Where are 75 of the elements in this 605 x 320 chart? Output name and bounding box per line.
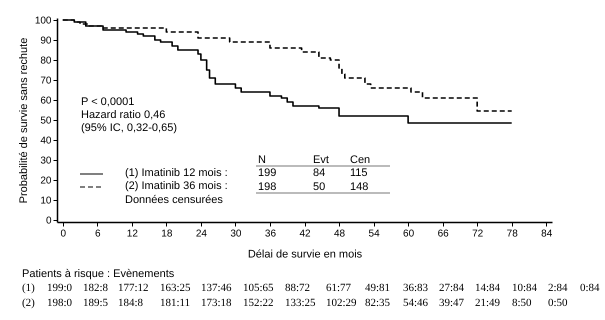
annotation: N: [258, 154, 266, 166]
x-tick-label: 24: [196, 228, 208, 240]
x-tick-label: 30: [230, 228, 242, 240]
text: 198:0: [47, 297, 73, 309]
text: 88:72: [285, 282, 310, 294]
annotation: Cen: [350, 154, 370, 166]
text: 0:50: [548, 297, 568, 309]
y-tick-label: 20: [40, 176, 52, 186]
y-tick-label: 80: [40, 56, 52, 66]
annotation: 198: [258, 181, 276, 193]
text: 177:12: [118, 282, 149, 294]
annotation: Hazard ratio 0,46: [81, 109, 166, 121]
text: 82:35: [365, 297, 391, 309]
y-tick-label: 0: [46, 216, 52, 226]
annotation: 199: [258, 167, 276, 179]
text: 8:50: [512, 297, 532, 309]
annotation: Evt: [313, 154, 329, 166]
y-tick-label: 50: [40, 116, 52, 126]
text: 163:25: [160, 282, 192, 294]
y-tick-label: 100: [34, 16, 52, 26]
text: 49:81: [365, 282, 390, 294]
x-tick-label: 72: [472, 228, 484, 240]
text: 189:5: [83, 297, 109, 309]
x-tick-label: 66: [438, 228, 450, 240]
text: 39:47: [439, 297, 465, 309]
text: Patients à risque : Evènements: [22, 268, 175, 280]
x-tick-label: 84: [541, 228, 553, 240]
text: 61:77: [326, 282, 352, 294]
x-axis-title: Délai de survie en mois: [248, 248, 363, 260]
x-tick-label: 36: [264, 228, 276, 240]
annotation: 84: [313, 167, 326, 179]
text: 105:65: [243, 282, 274, 294]
x-tick-label: 6: [95, 228, 102, 240]
y-tick-label: 70: [40, 76, 52, 86]
x-tick-label: 0: [60, 228, 66, 240]
x-tick-label: 54: [368, 228, 380, 240]
text: 14:84: [475, 282, 501, 294]
annotation: P < 0,0001: [81, 96, 134, 108]
text: 0:84: [580, 282, 600, 294]
text: (1): [22, 282, 36, 294]
text: 133:25: [285, 297, 316, 309]
annotation: 115: [350, 167, 368, 179]
legend-label: (2) Imatinib 36 mois :: [125, 180, 228, 192]
text: 10:84: [512, 282, 538, 294]
text: 173:18: [201, 297, 232, 309]
annotation: 148: [350, 181, 368, 193]
text: 102:29: [326, 297, 358, 309]
legend-label: (1) Imatinib 12 mois :: [125, 167, 228, 179]
text: 181:11: [160, 297, 190, 309]
x-tick-label: 48: [334, 228, 346, 240]
text: 36:83: [403, 282, 429, 294]
text: 21:49: [475, 297, 501, 309]
annotation: Données censurées: [125, 194, 224, 206]
text: (2): [22, 297, 36, 309]
text: 137:46: [201, 282, 232, 294]
x-tick-label: 18: [161, 228, 173, 240]
y-tick-label: 90: [40, 36, 52, 46]
annotation: (95% IC, 0,32-0,65): [81, 122, 177, 134]
text: 2:84: [548, 282, 568, 294]
x-tick-label: 12: [126, 228, 138, 240]
y-tick-label: 10: [40, 196, 52, 206]
x-tick-label: 78: [506, 228, 518, 240]
y-tick-label: 60: [40, 96, 52, 106]
y-axis-title: Probabilité de survie sans rechute: [18, 38, 30, 204]
x-tick-label: 42: [299, 228, 311, 240]
text: 27:84: [439, 282, 465, 294]
text: 199:0: [47, 282, 73, 294]
text: 54:46: [403, 297, 429, 309]
text: 152:22: [243, 297, 274, 309]
text: 182:8: [83, 282, 109, 294]
x-tick-label: 60: [403, 228, 415, 240]
annotation: 50: [313, 181, 326, 193]
y-tick-label: 30: [40, 156, 52, 166]
text: 184:8: [118, 297, 144, 309]
y-tick-label: 40: [40, 136, 52, 146]
